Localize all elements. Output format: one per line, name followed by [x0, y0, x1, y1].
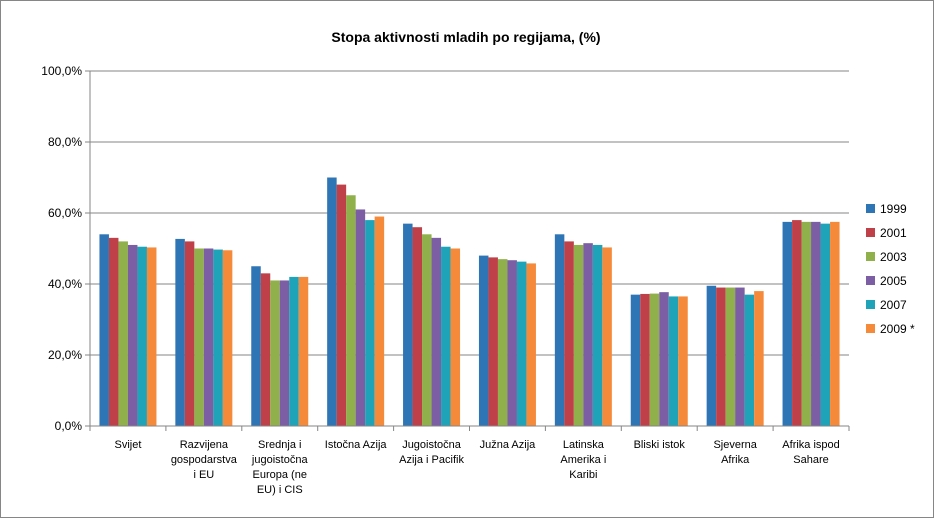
bar [127, 244, 138, 426]
bar [716, 287, 726, 426]
bar [820, 223, 831, 426]
bar [497, 259, 508, 426]
legend-label: 1999 [880, 202, 907, 216]
bar [194, 248, 204, 426]
bar [782, 221, 793, 426]
x-tick-labels: Svijet Razvijena gospodarstva i EU Srednja i… [114, 439, 839, 496]
bar [602, 247, 612, 426]
legend-label: 2003 [880, 250, 907, 264]
bar [422, 234, 432, 426]
bar [222, 250, 233, 426]
x-tick-label: Istočna Azija [325, 439, 388, 451]
bar [270, 280, 280, 426]
bar [184, 241, 195, 426]
bar [706, 285, 717, 426]
bar [403, 223, 413, 426]
legend-swatch [866, 204, 875, 213]
bar [431, 237, 442, 426]
bar [298, 276, 309, 426]
axes [89, 71, 850, 431]
legend-swatch [866, 228, 875, 237]
legend-swatch [866, 252, 875, 261]
legend-swatch [866, 324, 875, 333]
bar [137, 246, 147, 426]
x-tick-label: Razvijena gospodarstva i EU [171, 439, 238, 481]
bar [592, 244, 603, 426]
bar [488, 257, 498, 426]
bar [146, 247, 157, 426]
x-tick-label: Latinska Amerika i Karibi [560, 439, 606, 481]
bar [412, 227, 423, 426]
bar [251, 266, 261, 426]
y-tick-label: 80,0% [48, 135, 82, 149]
bar [327, 177, 337, 426]
bar [573, 244, 584, 426]
bar [289, 276, 299, 426]
bar [374, 216, 385, 426]
bar [668, 296, 679, 426]
x-tick-label: Sjeverna Afrika [713, 439, 757, 466]
bar [213, 249, 223, 426]
legend-swatch [866, 300, 875, 309]
bar [279, 280, 290, 426]
bar [754, 291, 764, 426]
x-tick-label: Južna Azija [480, 439, 537, 451]
x-tick-label: Svijet [114, 439, 141, 451]
legend-label: 2007 [880, 298, 907, 312]
chart-title: Stopa aktivnosti mladih po regijama, (%) [331, 29, 600, 45]
bar [735, 287, 745, 426]
bar [450, 248, 461, 426]
legend-swatch [866, 276, 875, 285]
x-tick-label: Srednja i jugoistočna Europa (ne EU) i CIS [251, 439, 309, 496]
bar [554, 234, 565, 426]
bar [516, 261, 527, 426]
x-tick-label: Jugoistočna Azija i Pacifik [399, 439, 464, 466]
bar [811, 221, 821, 426]
bar [346, 195, 356, 426]
y-tick-label: 100,0% [41, 64, 82, 78]
y-tick-label: 40,0% [48, 277, 82, 291]
bar [649, 293, 660, 426]
legend: 1999 2001 2003 2005 2007 2009 * [866, 202, 915, 336]
bar [336, 184, 347, 426]
y-tick-labels: 0,0% 20,0% 40,0% 60,0% 80,0% 100,0% [41, 64, 82, 433]
bar [792, 220, 802, 426]
bar [478, 255, 489, 426]
bar [564, 241, 574, 426]
bar [355, 209, 366, 426]
bar [507, 260, 517, 426]
bar [260, 273, 271, 426]
bar [630, 294, 641, 426]
x-tick-label: Afrika ispod Sahare [782, 439, 839, 466]
bar [175, 238, 185, 426]
y-tick-label: 60,0% [48, 206, 82, 220]
bar [365, 220, 375, 426]
bar [583, 243, 593, 426]
bar [441, 246, 451, 426]
bar [678, 296, 688, 426]
y-tick-label: 0,0% [55, 419, 83, 433]
bars [99, 177, 840, 426]
bar [725, 287, 736, 426]
bar [203, 248, 214, 426]
bar [640, 293, 650, 426]
bar [659, 292, 669, 426]
legend-label: 2001 [880, 226, 907, 240]
legend-label: 2009 * [880, 322, 915, 336]
bar [118, 241, 128, 426]
bar [801, 221, 812, 426]
legend-label: 2005 [880, 274, 907, 288]
x-tick-label: Bliski istok [634, 439, 686, 451]
bar [99, 234, 109, 426]
y-tick-label: 20,0% [48, 348, 82, 362]
bar [526, 263, 536, 426]
bar [108, 237, 119, 426]
bar [830, 221, 840, 426]
bar [744, 294, 755, 426]
